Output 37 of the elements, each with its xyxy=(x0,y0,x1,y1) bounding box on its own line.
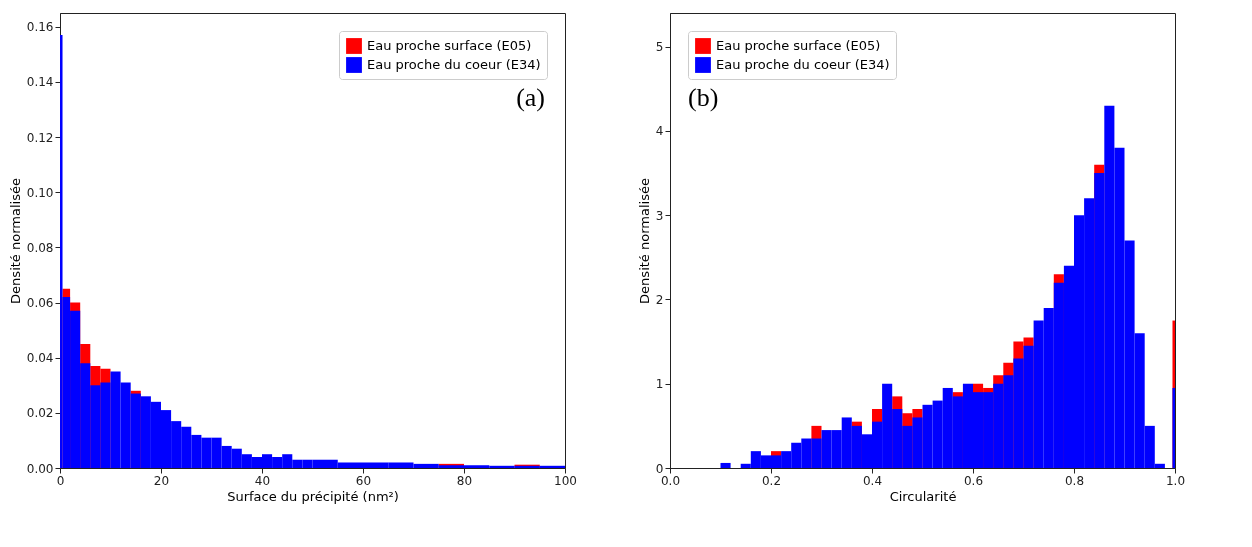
legend-label: Eau proche surface (E05) xyxy=(716,38,881,53)
x-tick-label: 0 xyxy=(56,473,65,488)
y-tick-label: 1 xyxy=(655,377,664,392)
y-tick-label: 0.08 xyxy=(26,240,54,255)
y-tick-label: 0 xyxy=(655,461,664,476)
legend-label: Eau proche du coeur (E34) xyxy=(367,57,541,72)
y-tick-label: 2 xyxy=(655,292,664,307)
x-tick-label: 0.8 xyxy=(1064,473,1085,488)
y-tick-label: 0.00 xyxy=(26,461,54,476)
annotation: (a) xyxy=(516,83,545,112)
x-tick-label: 1.0 xyxy=(1165,473,1186,488)
y-tick-label: 0.12 xyxy=(26,130,54,145)
x-tick-label: 0.2 xyxy=(761,473,782,488)
x-tick-label: 100 xyxy=(554,473,577,488)
y-axis-title: Densité normalisée xyxy=(7,178,23,304)
x-tick-label: 60 xyxy=(355,473,372,488)
x-tick-label: 80 xyxy=(456,473,473,488)
y-tick-label: 3 xyxy=(655,208,664,223)
x-axis-title: Surface du précipité (nm²) xyxy=(227,488,399,504)
x-tick-label: 0.4 xyxy=(862,473,883,488)
y-tick-label: 0.04 xyxy=(26,351,54,366)
x-tick-label: 40 xyxy=(254,473,271,488)
x-tick-label: 0.0 xyxy=(660,473,681,488)
y-tick-label: 0.16 xyxy=(26,20,54,35)
legend-label: Eau proche surface (E05) xyxy=(367,38,532,53)
y-tick-label: 0.02 xyxy=(26,406,54,421)
y-tick-label: 0.10 xyxy=(26,185,54,200)
y-tick-label: 0.06 xyxy=(26,296,54,311)
y-tick-label: 5 xyxy=(655,40,664,55)
y-axis-title: Densité normalisée xyxy=(636,178,652,304)
annotation: (b) xyxy=(688,83,719,112)
y-tick-label: 4 xyxy=(655,124,664,139)
legend-label: Eau proche du coeur (E34) xyxy=(716,57,890,72)
x-tick-label: 20 xyxy=(153,473,170,488)
x-axis-title: Circularité xyxy=(889,488,957,504)
x-tick-label: 0.6 xyxy=(963,473,984,488)
y-tick-label: 0.14 xyxy=(26,75,54,90)
